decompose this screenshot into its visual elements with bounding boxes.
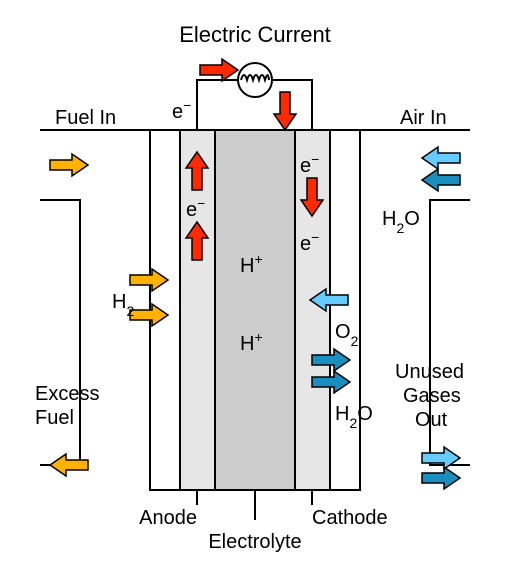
arrow-e-top [200, 59, 238, 81]
e-minus-top: e− [172, 97, 191, 123]
load-circle [238, 63, 272, 97]
arrow-air-out-dark [422, 467, 460, 489]
arrow-air-in2 [422, 169, 460, 191]
cathode-label: Cathode [312, 507, 388, 529]
electrolyte-rect [215, 130, 295, 490]
wire-right [272, 80, 312, 130]
electrolyte-label: Electrolyte [208, 531, 301, 553]
title-label: Electric Current [179, 22, 331, 47]
wire-left [197, 80, 238, 130]
channel-right [330, 130, 360, 490]
fuel-cell-diagram: Electric Current Fuel In Air In e− e− e−… [0, 0, 508, 570]
unused-l2: Gases [403, 385, 461, 407]
fuel-in-label: Fuel In [55, 107, 116, 129]
excess-l2: Fuel [35, 407, 74, 429]
anode-label: Anode [139, 507, 197, 529]
h2-label: H2 [112, 291, 134, 319]
arrow-fuel-in [50, 154, 88, 176]
unused-l1: Unused [395, 361, 464, 383]
air-in-label: Air In [400, 107, 447, 129]
h2o-top: H2O [382, 208, 420, 236]
arrow-e-right-down1 [274, 92, 296, 130]
arrow-air-in1 [422, 147, 460, 169]
arrow-fuel-out [50, 454, 88, 476]
excess-l1: Excess [35, 383, 99, 405]
unused-l3: Out [415, 409, 448, 431]
